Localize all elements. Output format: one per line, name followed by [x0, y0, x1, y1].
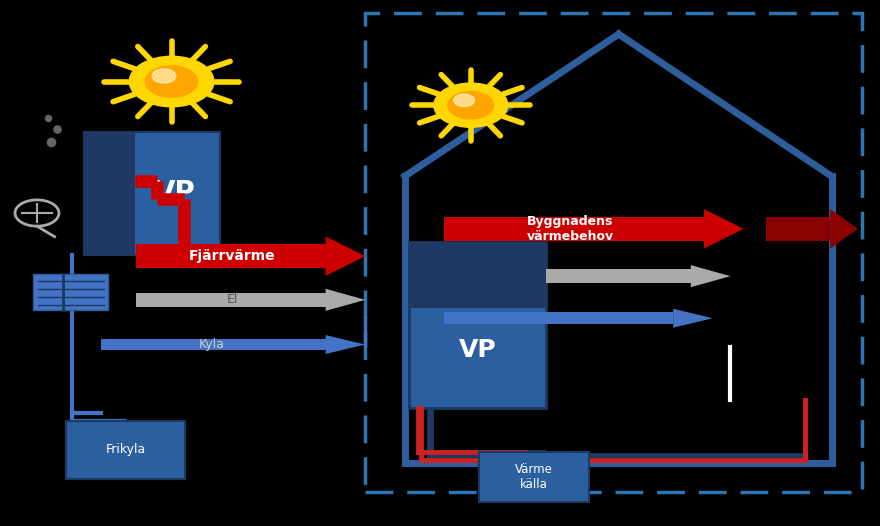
Bar	[66, 421, 185, 479]
Polygon shape	[704, 209, 744, 249]
Bar	[84, 132, 136, 255]
Bar	[84, 132, 220, 255]
Polygon shape	[673, 309, 713, 328]
Text: VP: VP	[154, 179, 196, 207]
Text: Frikyla: Frikyla	[106, 443, 145, 456]
Bar	[409, 242, 546, 308]
Polygon shape	[326, 237, 365, 276]
Bar	[33, 274, 108, 310]
Circle shape	[129, 56, 214, 107]
Text: Fjärrvärme: Fjärrvärme	[189, 249, 275, 263]
Text: Byggnadens
värmebehov: Byggnadens värmebehov	[526, 215, 613, 243]
Bar	[444, 217, 704, 241]
Circle shape	[448, 92, 494, 119]
Polygon shape	[830, 209, 858, 249]
Bar	[479, 452, 589, 502]
Text: Kyla: Kyla	[199, 338, 225, 351]
Text: VP: VP	[458, 338, 496, 362]
Bar	[136, 293, 326, 307]
Point	[44, 138, 58, 146]
Text: El: El	[227, 294, 238, 306]
Bar	[101, 339, 326, 350]
Circle shape	[434, 83, 508, 127]
Point	[50, 125, 64, 133]
Circle shape	[145, 66, 198, 97]
Bar	[365, 13, 862, 492]
Bar	[444, 312, 673, 324]
Polygon shape	[326, 289, 365, 311]
Point	[41, 114, 55, 123]
Polygon shape	[326, 335, 365, 354]
Bar	[766, 217, 830, 241]
Circle shape	[152, 69, 176, 83]
Circle shape	[454, 94, 474, 107]
Text: Värme
källa: Värme källa	[515, 463, 553, 491]
Bar	[444, 269, 691, 283]
Bar	[136, 244, 326, 268]
Bar	[409, 242, 546, 408]
Polygon shape	[691, 265, 730, 287]
